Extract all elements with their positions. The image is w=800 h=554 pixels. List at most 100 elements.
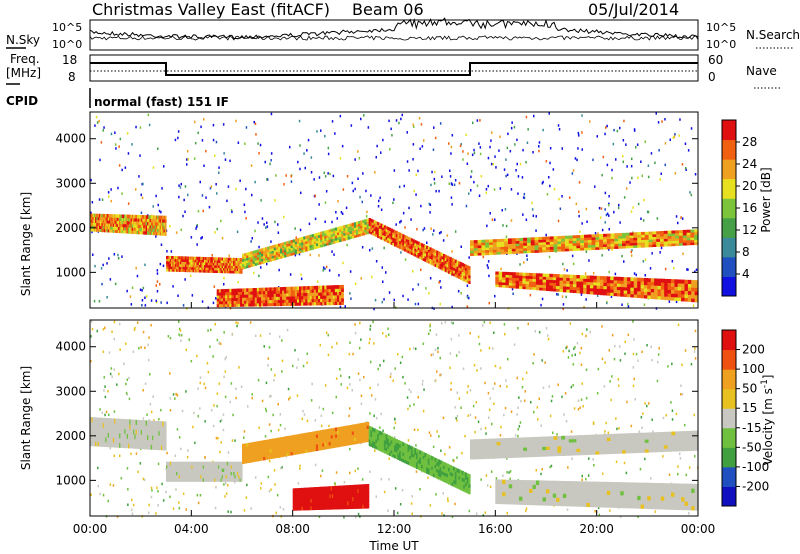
scatter-point [101, 282, 103, 286]
echo-cell [466, 276, 469, 281]
scatter-point [369, 386, 371, 390]
echo-cell [193, 259, 196, 263]
echo-cell [394, 240, 397, 244]
scatter-point [187, 449, 189, 452]
echo-cell [162, 228, 165, 233]
echo-cell [153, 228, 156, 232]
scatter-point [194, 141, 197, 145]
echo-cell [368, 218, 371, 222]
echo-cell [193, 471, 196, 476]
echo-cell [100, 228, 102, 233]
scatter-point [318, 176, 321, 179]
scatter-point [228, 254, 230, 257]
echo-cell [242, 266, 245, 270]
scatter-point [433, 307, 435, 310]
echo-cell [171, 464, 173, 469]
scatter-point [148, 123, 151, 127]
echo-cell [330, 238, 334, 242]
echo-cell [92, 225, 95, 229]
echo-cell [559, 285, 564, 290]
echo-cell [116, 442, 119, 448]
echo-cell [155, 228, 158, 233]
echo-cell [198, 471, 201, 476]
scatter-point [433, 126, 435, 129]
echo-cell [193, 474, 196, 479]
scatter-point [222, 413, 225, 416]
echo-cell [392, 234, 395, 238]
echo-cell [610, 235, 615, 239]
echo-cell [158, 425, 161, 432]
echo-cell [326, 298, 330, 303]
echo-cell [546, 236, 551, 240]
echo-cell [271, 250, 275, 254]
echo-cell [334, 227, 338, 231]
echo-cell [667, 282, 672, 287]
echo-cell [284, 296, 287, 300]
scatter-point [563, 413, 565, 416]
echo-cell [313, 301, 317, 306]
scatter-point [90, 359, 92, 363]
echo-cell [616, 280, 621, 284]
echo-cell [620, 277, 625, 281]
echo-cell [311, 236, 315, 240]
scatter-point [107, 191, 110, 194]
scatter-point [584, 272, 587, 275]
echo-cell [204, 474, 206, 479]
echo-cell [207, 474, 210, 479]
echo-cell [121, 428, 124, 434]
echo-cell [496, 251, 501, 255]
echo-cell [663, 230, 669, 234]
echo-cell [580, 245, 585, 249]
echo-cell [148, 218, 151, 223]
echo-cell [214, 257, 216, 261]
scatter-point [633, 272, 636, 275]
echo-cell [163, 435, 166, 441]
echo-cell [576, 240, 581, 244]
echo-cell [694, 298, 699, 303]
echo-cell [681, 279, 686, 284]
echo-cell [292, 249, 296, 253]
scatter-point [456, 414, 459, 418]
echo-cell [91, 213, 94, 217]
echo-cell [606, 276, 611, 281]
scatter-point [694, 270, 696, 273]
echo-cell [130, 230, 133, 234]
scatter-point [335, 471, 338, 474]
scatter-point [400, 219, 402, 223]
echo-cell [112, 427, 115, 434]
echo-cell [229, 291, 233, 296]
scatter-point [404, 226, 406, 229]
echo-cell [140, 224, 143, 229]
echo-cell [182, 468, 185, 472]
echo-cell [309, 247, 313, 251]
scatter-point [679, 457, 682, 460]
echo-cell [116, 229, 119, 234]
echo-cell [144, 221, 147, 226]
echo-cell [307, 237, 311, 241]
scatter-point [299, 228, 302, 232]
scatter-point [490, 139, 492, 142]
echo-cell [339, 291, 342, 296]
echo-cell [679, 240, 684, 244]
echo-cell [657, 285, 662, 290]
echo-cell [515, 282, 520, 287]
scatter-point [582, 405, 584, 408]
echo-cell [244, 253, 247, 257]
echo-cell [644, 294, 648, 299]
scatter-point [100, 267, 103, 270]
echo-cell [546, 273, 550, 277]
echo-cell [140, 227, 143, 232]
echo-cell [633, 277, 638, 282]
echo-cell [252, 255, 256, 259]
echo-cell [549, 273, 554, 278]
echo-cell [103, 214, 106, 218]
scatter-point [118, 322, 121, 326]
echo-cell [364, 229, 368, 233]
echo-cell [613, 279, 618, 284]
echo-cell [390, 231, 393, 235]
scatter-point [276, 493, 279, 497]
echo-cell [216, 267, 219, 271]
echo-cell [176, 474, 178, 479]
echo-cell [282, 293, 285, 297]
echo-cell [426, 254, 429, 258]
